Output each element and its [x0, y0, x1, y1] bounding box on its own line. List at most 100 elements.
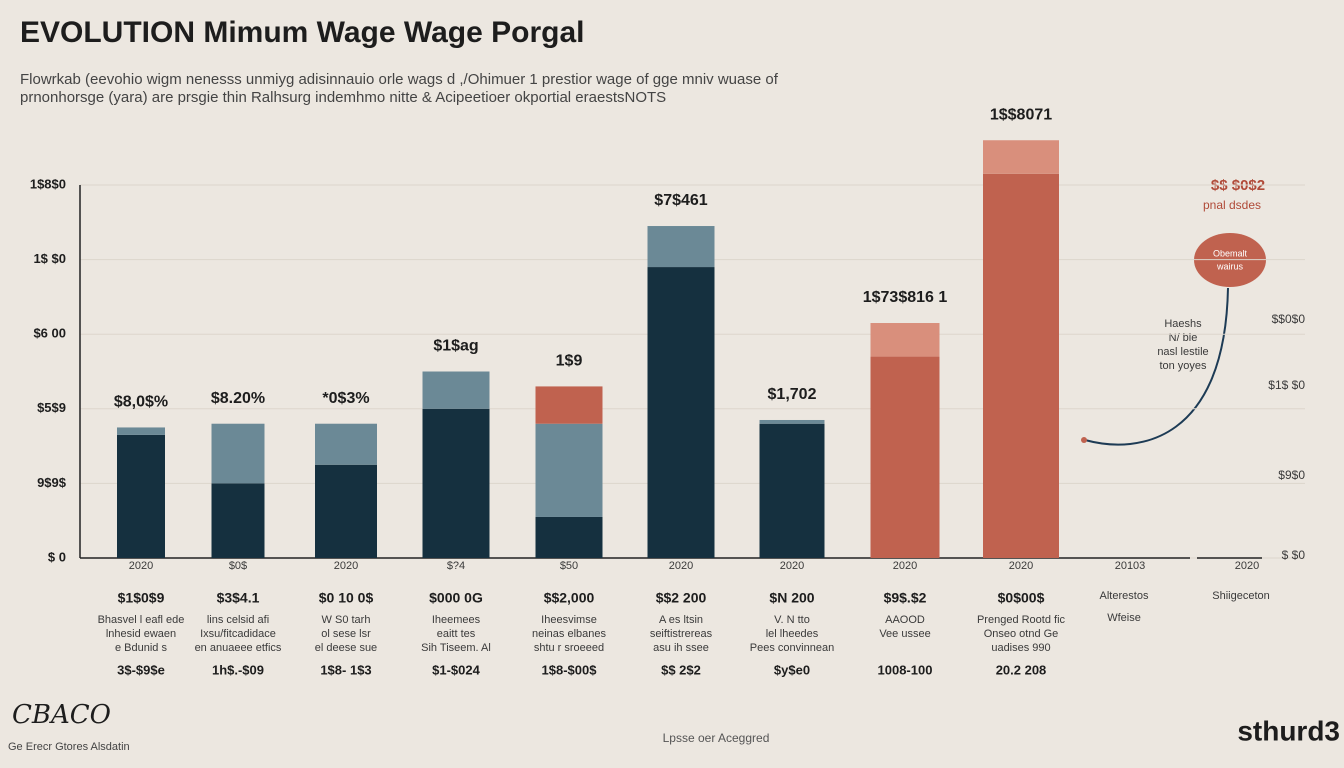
x-tick-label: $?4	[447, 560, 465, 572]
description: Pees convinnean	[750, 642, 834, 654]
y-tick-label: 1$ $0	[33, 251, 66, 266]
description: Wfeise	[1107, 612, 1141, 624]
description: seiftistrereas	[650, 628, 713, 640]
bar-label: *0$3%	[322, 390, 369, 407]
period: 20.2 208	[996, 662, 1047, 677]
description: lel lheedes	[766, 628, 819, 640]
price: $0$00$	[998, 590, 1045, 606]
bar-label: $8,0$%	[114, 394, 168, 411]
description: shtu r sroeeed	[534, 642, 604, 654]
price: $N 200	[769, 590, 814, 606]
description: V. N tto	[774, 614, 810, 626]
bar-segment	[422, 371, 490, 409]
right-axis-label: $1$ $0	[1268, 378, 1305, 392]
bar-segment	[315, 464, 377, 558]
price: $1$0$9	[118, 590, 165, 606]
bar-label: 1$$8071	[990, 106, 1052, 123]
price: $$2,000	[544, 590, 595, 606]
description: neinas elbanes	[532, 628, 607, 640]
bar-segment	[315, 423, 377, 465]
footer-center: Lpsse oer Aceggred	[663, 731, 770, 745]
x-tick-label: $0$	[229, 560, 247, 572]
description: lnhesid ewaen	[106, 628, 176, 640]
description: lins celsid afi	[207, 614, 269, 626]
subtitle: prnonhorsge (yara) are prsgie thin Ralhs…	[20, 89, 666, 106]
subtitle: Flowrkab (eevohio wigm nenesss unmiyg ad…	[20, 71, 779, 88]
callout-note: nasl lestile	[1157, 346, 1208, 358]
bar-segment	[983, 140, 1059, 174]
description: el deese sue	[315, 642, 377, 654]
bar-segment	[117, 427, 165, 435]
period: $y$e0	[774, 662, 810, 677]
bar-label: 1$73$816 1	[863, 289, 948, 306]
right-axis-label: $ $0	[1282, 548, 1306, 562]
bar-segment	[211, 423, 265, 484]
period: $$ 2$2	[661, 662, 701, 677]
x-tick-label: $50	[560, 560, 578, 572]
x-tick-label: 2020	[129, 560, 153, 572]
period: 1$8- 1$3	[320, 662, 371, 677]
description: AAOOD	[885, 614, 925, 626]
callout-note: Haeshs	[1164, 318, 1202, 330]
callout-dot	[1081, 437, 1087, 443]
description: Shiigeceton	[1212, 590, 1270, 602]
bar-segment	[983, 173, 1059, 558]
callout-caption: pnal dsdes	[1203, 198, 1261, 212]
description: A es ltsin	[659, 614, 703, 626]
y-tick-label: $6 00	[33, 326, 66, 341]
bar-segment	[535, 386, 603, 424]
footer-caption: Ge Erecr Gtores Alsdatin	[8, 741, 130, 753]
description: eaitt tes	[437, 628, 476, 640]
x-tick-label: 2020	[893, 560, 917, 572]
bar-segment	[535, 516, 603, 558]
right-axis-label: $$0$0	[1272, 312, 1306, 326]
x-tick-label: 2020	[1009, 560, 1033, 572]
description: Alterestos	[1100, 590, 1149, 602]
y-tick-label: 9$9$	[37, 475, 67, 490]
x-tick-label: 2020	[1235, 560, 1259, 572]
description: en anuaeee etfics	[195, 642, 282, 654]
bar-segment	[647, 267, 715, 558]
description: Prenged Rootd fic	[977, 614, 1066, 626]
bar-label: $8.20%	[211, 390, 265, 407]
bar-segment	[870, 323, 940, 357]
price: $0 10 0$	[319, 590, 374, 606]
footer-logo: CBACO	[12, 700, 111, 730]
chart-title: EVOLUTION Mimum Wage Wage Porgal	[20, 16, 585, 49]
description: Ixsu/fitcadidace	[200, 628, 276, 640]
price: $3$4.1	[217, 590, 260, 606]
bar-segment	[117, 434, 165, 558]
bar-segment	[422, 408, 490, 558]
description: asu ih ssee	[653, 642, 709, 654]
description: Sih Tiseem. Al	[421, 642, 491, 654]
description: W S0 tarh	[322, 614, 371, 626]
callout-curve	[1084, 287, 1229, 446]
bar-segment	[759, 423, 825, 558]
callout-note: N/ ble	[1169, 332, 1198, 344]
price: $$2 200	[656, 590, 707, 606]
period: 1008-100	[878, 662, 933, 677]
bubble-text: wairus	[1216, 261, 1244, 271]
footer-brand: sthurd3	[1237, 715, 1340, 746]
y-tick-label: $ 0	[48, 549, 66, 564]
x-tick-label: 20103	[1115, 560, 1146, 572]
bar-label: $7$461	[654, 192, 707, 209]
description: Iheemees	[432, 614, 481, 626]
y-tick-label: $5$9	[37, 400, 66, 415]
bubble-text: Obemalt	[1213, 248, 1248, 258]
price: $9$.$2	[884, 590, 927, 606]
period: 3$-$9$e	[117, 662, 165, 677]
x-tick-label: 2020	[669, 560, 693, 572]
description: Iheesvimse	[541, 614, 597, 626]
bar-segment	[535, 423, 603, 517]
bar-segment	[647, 226, 715, 268]
x-tick-label: 2020	[334, 560, 358, 572]
description: ol sese lsr	[321, 628, 371, 640]
description: Onseo otnd Ge	[984, 628, 1059, 640]
bar-segment	[759, 419, 825, 424]
description: Vee ussee	[879, 628, 930, 640]
price: $000 0G	[429, 590, 483, 606]
x-tick-label: 2020	[780, 560, 804, 572]
description: e Bdunid s	[115, 642, 167, 654]
